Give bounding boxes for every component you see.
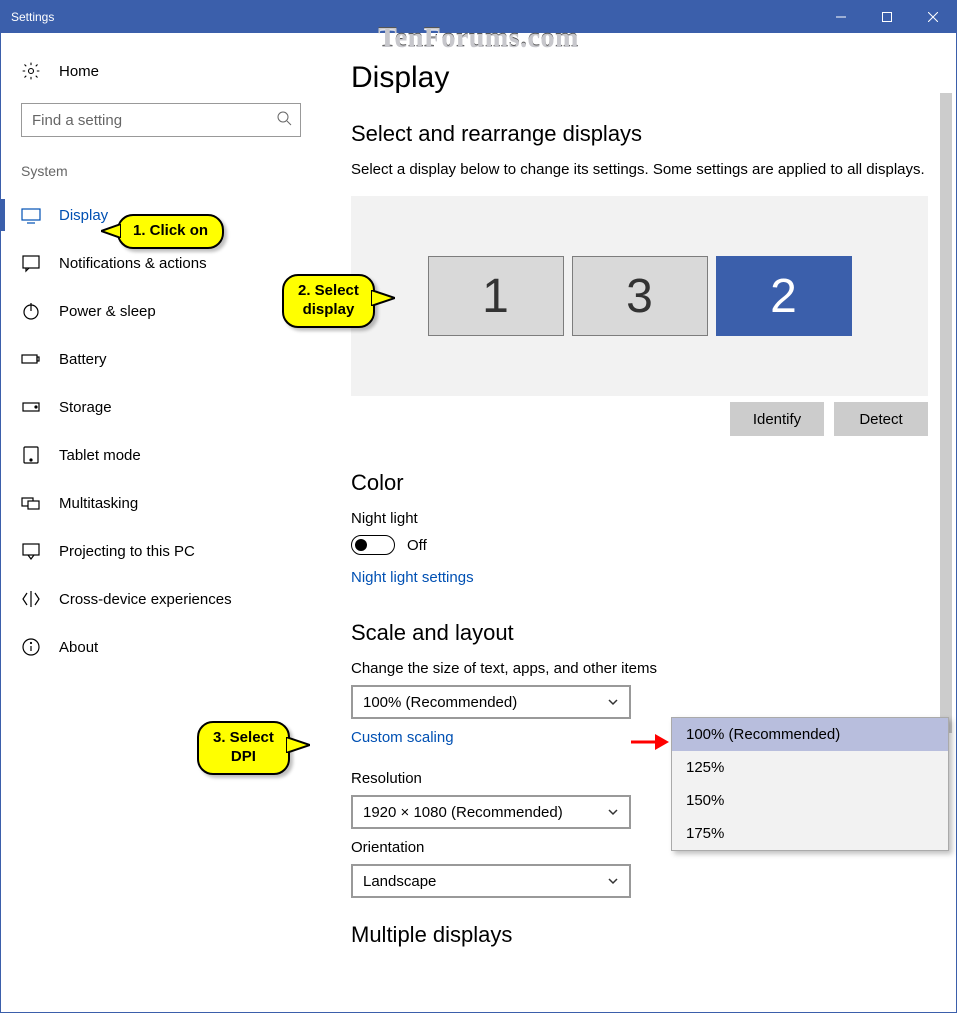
resolution-value: 1920 × 1080 (Recommended) <box>363 804 563 821</box>
battery-icon <box>21 349 41 369</box>
projecting-icon <box>21 541 41 561</box>
sidebar-item-label: Battery <box>59 351 107 368</box>
minimize-button[interactable] <box>818 1 864 33</box>
search-input-wrapper[interactable] <box>21 103 301 137</box>
close-button[interactable] <box>910 1 956 33</box>
chevron-down-icon <box>607 806 619 818</box>
resolution-dropdown[interactable]: 1920 × 1080 (Recommended) <box>351 795 631 829</box>
sidebar-item-storage[interactable]: Storage <box>1 383 321 431</box>
display-icon <box>21 205 41 225</box>
main-content: Display Select and rearrange displays Se… <box>341 33 938 1012</box>
sidebar-item-label: Display <box>59 207 108 224</box>
sidebar-item-multitasking[interactable]: Multitasking <box>1 479 321 527</box>
sidebar-group-label: System <box>1 155 321 185</box>
storage-icon <box>21 397 41 417</box>
scale-heading: Scale and layout <box>351 620 928 646</box>
sidebar-item-crossdevice[interactable]: Cross-device experiences <box>1 575 321 623</box>
callout-2: 2. Select display <box>282 274 375 328</box>
dropdown-option[interactable]: 150% <box>672 784 948 817</box>
sidebar-item-label: Power & sleep <box>59 303 156 320</box>
display-monitor-3[interactable]: 3 <box>572 256 708 336</box>
scale-dropdown-popup: 100% (Recommended) 125% 150% 175% <box>671 717 949 851</box>
crossdevice-icon <box>21 589 41 609</box>
sidebar-item-label: Tablet mode <box>59 447 141 464</box>
multiple-displays-heading: Multiple displays <box>351 922 928 948</box>
scale-label: Change the size of text, apps, and other… <box>351 660 928 677</box>
page-title: Display <box>351 61 928 95</box>
sidebar-item-label: About <box>59 639 98 656</box>
identify-button[interactable]: Identify <box>730 402 824 436</box>
sidebar-item-tablet[interactable]: Tablet mode <box>1 431 321 479</box>
orientation-dropdown[interactable]: Landscape <box>351 864 631 898</box>
search-input[interactable] <box>32 112 272 129</box>
maximize-button[interactable] <box>864 1 910 33</box>
display-monitor-1[interactable]: 1 <box>428 256 564 336</box>
dropdown-option[interactable]: 100% (Recommended) <box>672 718 948 751</box>
dropdown-option[interactable]: 125% <box>672 751 948 784</box>
tablet-icon <box>21 445 41 465</box>
sidebar-nav: Display Notifications & actions Power & … <box>1 191 321 671</box>
search-icon <box>276 110 292 130</box>
about-icon <box>21 637 41 657</box>
sidebar-item-projecting[interactable]: Projecting to this PC <box>1 527 321 575</box>
night-light-label: Night light <box>351 510 928 527</box>
home-link[interactable]: Home <box>1 53 321 89</box>
display-arrangement-area[interactable]: 1 3 2 <box>351 196 928 396</box>
custom-scaling-link[interactable]: Custom scaling <box>351 729 454 746</box>
callout-1: 1. Click on <box>117 214 224 249</box>
window-title: Settings <box>11 10 54 24</box>
sidebar-item-about[interactable]: About <box>1 623 321 671</box>
gear-icon <box>21 61 41 81</box>
scrollbar-thumb[interactable] <box>940 93 952 733</box>
sidebar-item-power[interactable]: Power & sleep <box>1 287 321 335</box>
scale-dropdown[interactable]: 100% (Recommended) <box>351 685 631 719</box>
night-light-toggle[interactable] <box>351 535 395 555</box>
night-light-settings-link[interactable]: Night light settings <box>351 569 474 586</box>
red-arrow-icon <box>631 732 669 752</box>
chevron-down-icon <box>607 696 619 708</box>
callout-3: 3. Select DPI <box>197 721 290 775</box>
display-monitor-2[interactable]: 2 <box>716 256 852 336</box>
multitasking-icon <box>21 493 41 513</box>
night-light-state: Off <box>407 537 427 554</box>
vertical-scrollbar[interactable] <box>938 73 954 1010</box>
sidebar-item-label: Multitasking <box>59 495 138 512</box>
detect-button[interactable]: Detect <box>834 402 928 436</box>
sidebar-item-label: Notifications & actions <box>59 255 207 272</box>
sidebar-item-label: Storage <box>59 399 112 416</box>
titlebar: Settings <box>1 1 956 33</box>
dropdown-option[interactable]: 175% <box>672 817 948 850</box>
home-label: Home <box>59 63 99 80</box>
notifications-icon <box>21 253 41 273</box>
color-heading: Color <box>351 470 928 496</box>
rearrange-text: Select a display below to change its set… <box>351 161 928 178</box>
scale-value: 100% (Recommended) <box>363 694 517 711</box>
sidebar-item-battery[interactable]: Battery <box>1 335 321 383</box>
chevron-down-icon <box>607 875 619 887</box>
orientation-value: Landscape <box>363 873 436 890</box>
sidebar-item-label: Cross-device experiences <box>59 591 232 608</box>
power-icon <box>21 301 41 321</box>
rearrange-heading: Select and rearrange displays <box>351 121 928 147</box>
sidebar-item-label: Projecting to this PC <box>59 543 195 560</box>
sidebar: Home System Display Notifications & acti… <box>1 33 321 1012</box>
